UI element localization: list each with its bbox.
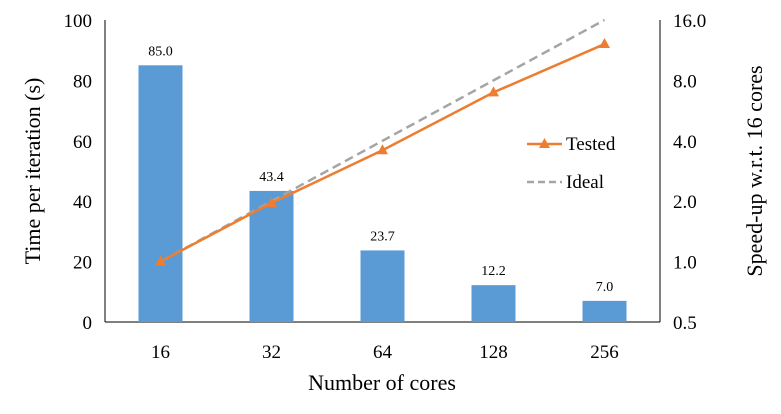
legend-tested-marker xyxy=(539,138,550,148)
x-tick-256: 256 xyxy=(590,342,619,363)
right-y-ticks-group: 0.5 1.0 2.0 4.0 8.0 16.0 xyxy=(673,11,706,334)
tested-point-256 xyxy=(599,38,610,49)
bar-128 xyxy=(471,285,516,322)
bars-group xyxy=(138,65,627,323)
bar-label-64: 23.7 xyxy=(370,229,395,244)
left-tick-60: 60 xyxy=(73,132,92,153)
x-ticks-group: 16 32 64 128 256 xyxy=(151,342,619,363)
bar-label-32: 43.4 xyxy=(259,170,284,185)
left-tick-40: 40 xyxy=(73,192,92,213)
x-axis-title: Number of cores xyxy=(308,370,456,395)
x-tick-16: 16 xyxy=(151,342,170,363)
legend: Tested Ideal xyxy=(527,134,616,193)
tested-point-32 xyxy=(266,196,277,207)
right-tick-4.0: 4.0 xyxy=(673,132,697,153)
x-tick-32: 32 xyxy=(262,342,281,363)
right-tick-1.0: 1.0 xyxy=(673,253,697,274)
x-tick-64: 64 xyxy=(373,342,393,363)
bar-label-128: 12.2 xyxy=(481,264,506,279)
bar-64 xyxy=(360,250,405,322)
left-tick-0: 0 xyxy=(83,313,93,334)
lines-group xyxy=(155,18,610,266)
bar-label-16: 85.0 xyxy=(148,44,173,59)
tested-point-16 xyxy=(155,255,166,266)
left-tick-80: 80 xyxy=(73,71,92,92)
left-y-ticks-group: 0 20 40 60 80 100 xyxy=(64,11,93,334)
y-axis-left-title: Time per iteration (s) xyxy=(20,78,45,265)
right-tick-0.5: 0.5 xyxy=(673,313,697,334)
right-tick-16.0: 16.0 xyxy=(673,11,706,32)
right-tick-8.0: 8.0 xyxy=(673,71,697,92)
y-axis-right-title: Speed-up w.r.t. 16 cores xyxy=(742,65,767,276)
right-tick-2.0: 2.0 xyxy=(673,192,697,213)
bar-label-256: 7.0 xyxy=(596,280,614,295)
legend-ideal-label: Ideal xyxy=(566,172,604,193)
tested-point-64 xyxy=(377,144,388,155)
left-tick-20: 20 xyxy=(73,253,92,274)
x-tick-128: 128 xyxy=(479,342,508,363)
bar-16 xyxy=(138,65,183,323)
bar-labels-group: 85.0 43.4 23.7 12.2 7.0 xyxy=(148,44,613,295)
legend-item-ideal: Ideal xyxy=(527,172,604,193)
left-tick-100: 100 xyxy=(64,11,93,32)
bar-32 xyxy=(249,190,294,322)
tested-point-128 xyxy=(488,86,499,97)
legend-item-tested: Tested xyxy=(527,134,616,155)
bar-256 xyxy=(582,300,627,322)
legend-tested-label: Tested xyxy=(566,134,616,155)
